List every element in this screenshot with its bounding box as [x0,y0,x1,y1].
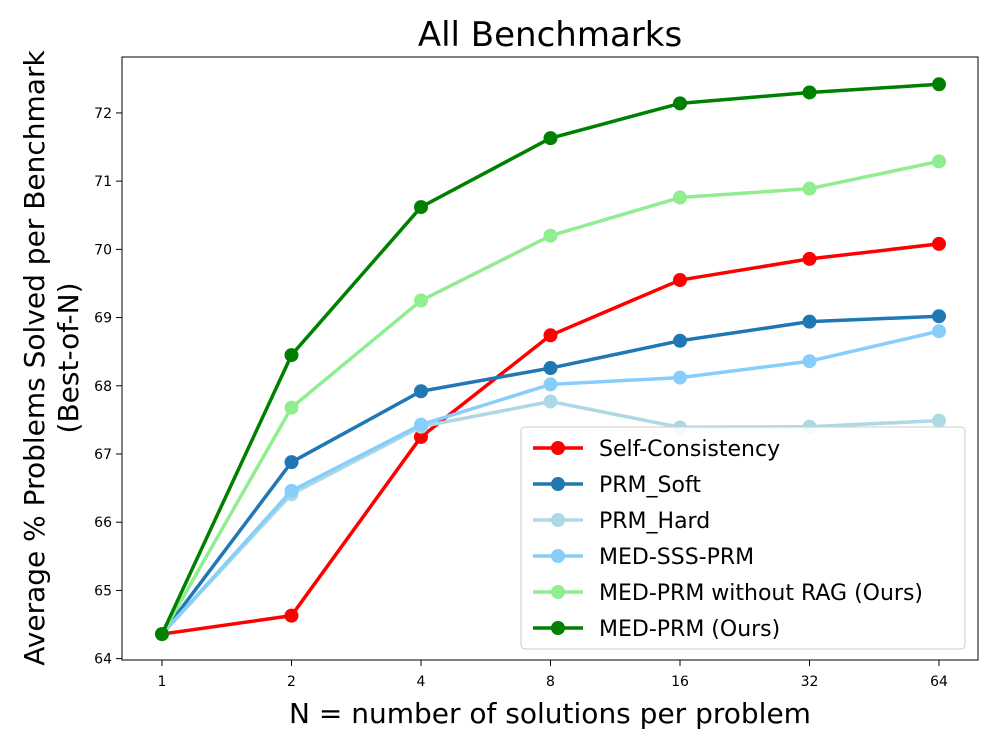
y-tick-label: 65 [94,583,112,599]
legend-item: MED-PRM (Ours) [533,617,780,642]
data-point [932,154,946,169]
legend-marker [551,549,565,563]
y-axis-label: Average % Problems Solved per Benchmark … [18,50,85,666]
x-tick-label: 64 [930,674,948,690]
legend-marker [551,621,565,635]
data-point [284,608,299,623]
legend-item: MED-SSS-PRM [533,545,754,570]
data-point [284,483,299,498]
legend-item: PRM_Hard [533,509,710,534]
legend-marker [551,477,565,491]
data-point [932,309,946,324]
series-self-consistency [155,236,946,642]
legend-label: PRM_Soft [599,473,701,498]
data-point [414,293,428,308]
series-prm-soft [155,309,946,642]
data-point [543,361,558,376]
data-point [284,455,299,470]
legend-label: MED-SSS-PRM [599,545,754,570]
x-tick-label: 16 [671,674,689,690]
y-tick-label: 64 [94,652,112,668]
data-point [802,85,817,100]
data-point [284,348,299,363]
legend-label: MED-PRM without RAG (Ours) [599,581,923,606]
data-point [543,131,558,146]
x-axis: 1 2 4 8 16 32 64 [158,660,948,690]
y-tick-label: 72 [94,106,112,122]
data-point [414,429,428,444]
data-point [932,324,946,339]
y-tick-label: 68 [94,379,112,395]
data-point [673,273,687,288]
y-tick-label: 70 [94,242,112,258]
data-point [932,236,946,251]
y-axis-label-line1: Average % Problems Solved per Benchmark [18,50,51,666]
data-point [543,328,558,343]
data-point [543,377,558,392]
data-point [414,417,428,432]
data-point [673,333,687,348]
data-point [932,77,946,92]
legend-item: Self-Consistency [533,437,780,462]
x-axis-label: N = number of solutions per problem [289,697,811,730]
data-point [673,370,687,385]
x-tick-label: 2 [287,674,296,690]
x-tick-label: 8 [546,674,555,690]
y-tick-label: 66 [94,515,112,531]
data-point [414,384,428,399]
data-point [543,394,558,409]
legend-item: MED-PRM without RAG (Ours) [533,581,923,606]
data-point [802,354,817,369]
data-point [802,314,817,329]
data-point [543,228,558,243]
legend-item: PRM_Soft [533,473,701,498]
legend-box [520,426,966,650]
series-med-sss-prm [155,324,946,642]
data-point [284,400,299,415]
data-point [802,251,817,266]
data-point [414,200,428,215]
data-point [802,181,817,196]
legend-label: MED-PRM (Ours) [599,617,780,642]
legend-label: Self-Consistency [599,437,780,462]
data-point [932,413,946,428]
x-tick-label: 32 [801,674,819,690]
y-tick-label: 67 [94,447,112,463]
x-tick-label: 4 [417,674,426,690]
y-axis: 64 65 66 67 68 69 70 71 72 [94,106,122,668]
legend-marker [551,585,565,599]
series-layer [155,77,946,642]
series-med-prm-ours [155,77,946,642]
y-tick-label: 71 [94,174,112,190]
data-point [673,96,687,111]
data-point [673,190,687,205]
legend-label: PRM_Hard [599,509,710,534]
y-axis-label-line2: (Best-of-N) [52,283,85,434]
chart-title: All Benchmarks [418,15,682,55]
legend-marker [551,441,565,455]
x-tick-label: 1 [158,674,167,690]
y-tick-label: 69 [94,311,112,327]
legend-marker [551,513,565,527]
legend: Self-Consistency PRM_Soft PRM_Hard MED-SSS-… [520,426,966,650]
data-point [155,627,169,642]
